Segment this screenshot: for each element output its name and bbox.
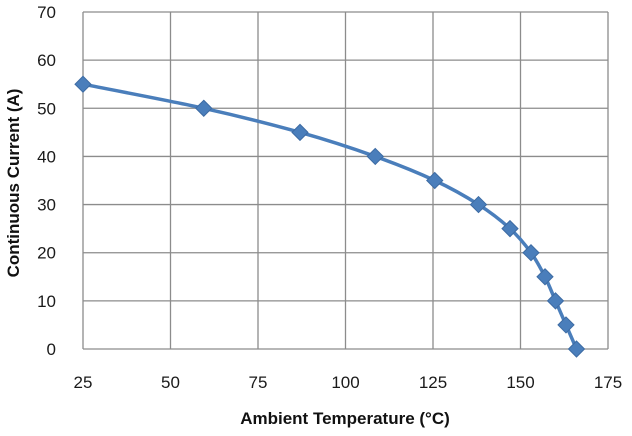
data-point-marker	[536, 268, 554, 286]
data-point-marker	[469, 195, 488, 214]
data-point-marker	[366, 147, 384, 166]
x-tick-label: 25	[74, 373, 93, 392]
y-axis-ticks: 0 10 20 30 40 50 60 70	[37, 3, 56, 359]
series-markers	[74, 75, 586, 358]
x-tick-label: 75	[249, 373, 268, 392]
x-tick-label: 175	[594, 373, 622, 392]
x-tick-label: 100	[331, 373, 359, 392]
y-tick-label: 20	[37, 244, 56, 263]
data-point-marker	[567, 340, 586, 358]
y-tick-label: 40	[37, 147, 56, 166]
data-point-marker	[557, 316, 575, 334]
x-tick-label: 50	[161, 373, 180, 392]
data-point-marker	[74, 75, 92, 93]
x-tick-label: 150	[506, 373, 534, 392]
data-point-marker	[522, 244, 540, 262]
data-point-marker	[501, 219, 519, 238]
series-line	[81, 82, 579, 351]
y-tick-label: 0	[47, 340, 56, 359]
grid	[82, 11, 609, 350]
y-axis-title: Continuous Current (A)	[4, 89, 23, 278]
y-tick-label: 10	[37, 292, 56, 311]
data-point-marker	[291, 123, 309, 142]
y-tick-label: 50	[37, 99, 56, 118]
data-point-marker	[195, 99, 213, 117]
y-tick-label: 60	[37, 51, 56, 70]
x-axis-ticks: 25 50 75 100 125 150 175	[74, 373, 623, 392]
y-tick-label: 70	[37, 3, 56, 22]
y-tick-label: 30	[37, 196, 56, 215]
x-axis-title: Ambient Temperature (°C)	[240, 409, 450, 428]
data-point-marker	[546, 292, 565, 310]
data-point-marker	[426, 171, 444, 190]
x-tick-label: 125	[419, 373, 447, 392]
